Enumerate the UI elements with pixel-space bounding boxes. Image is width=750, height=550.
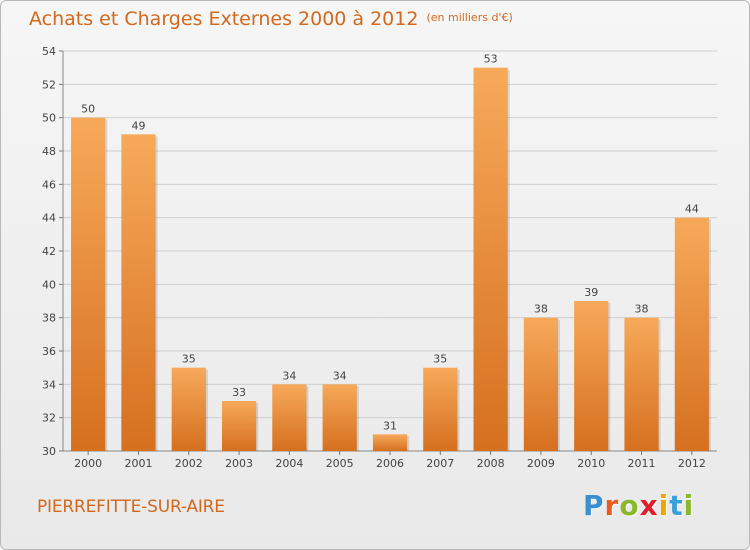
logo-letter: t [669, 489, 684, 522]
bar-value-label: 38 [635, 303, 649, 316]
y-tick-label: 42 [42, 245, 56, 258]
x-tick-label: 2008 [477, 457, 505, 470]
chart-title: Achats et Charges Externes 2000 à 2012 (e… [29, 8, 513, 30]
bar [71, 117, 106, 452]
bar-value-label: 53 [484, 53, 498, 66]
y-tick-label: 38 [42, 312, 56, 325]
y-tick-label: 44 [42, 212, 56, 225]
x-tick-label: 2003 [225, 457, 253, 470]
chart-title-text: Achats et Charges Externes 2000 à 2012 [29, 8, 419, 30]
bar [322, 384, 357, 451]
x-tick-label: 2001 [124, 457, 152, 470]
y-tick-label: 30 [42, 445, 56, 458]
y-tick-label: 40 [42, 278, 56, 291]
place-name: PIERREFITTE-SUR-AIRE [37, 497, 225, 517]
bar [574, 301, 609, 451]
x-tick-labels: 2000 2001 2002 2003 2004 2005 2006 2007 2008 2009… [74, 457, 706, 470]
data-labels: 50 49 35 33 34 34 31 35 53 38 39 38 44 [81, 53, 699, 433]
bar-value-label: 34 [333, 369, 347, 382]
y-tick-label: 46 [42, 178, 56, 191]
x-tick-label: 2012 [678, 457, 706, 470]
bar-value-label: 49 [131, 119, 145, 132]
bars [71, 67, 711, 452]
bar [523, 317, 559, 451]
bar [221, 401, 257, 451]
y-tick-labels: 30 32 34 36 38 40 42 44 46 48 50 52 54 [42, 45, 56, 458]
proxiti-logo: Proxiti [583, 489, 694, 522]
bar [423, 367, 458, 451]
x-tick-label: 2007 [426, 457, 454, 470]
x-tick-label: 2004 [275, 457, 303, 470]
bar-value-label: 35 [433, 353, 447, 366]
y-tick-label: 50 [42, 112, 56, 125]
bar-value-label: 38 [534, 303, 548, 316]
bar-value-label: 44 [685, 203, 699, 216]
x-tick-label: 2006 [376, 457, 404, 470]
y-tick-label: 34 [42, 378, 56, 391]
bar-value-label: 31 [383, 419, 397, 432]
logo-letter: P [583, 489, 605, 522]
axes [59, 50, 717, 455]
logo-letter: o [619, 489, 640, 522]
bar [372, 434, 408, 451]
logo-letter: i [658, 489, 670, 522]
bar [674, 217, 709, 451]
x-tick-label: 2002 [175, 457, 203, 470]
chart-unit-label: (en milliers d'€) [426, 11, 513, 24]
bar [272, 384, 307, 451]
bar-value-label: 50 [81, 103, 95, 116]
x-tick-label: 2010 [577, 457, 605, 470]
bar [171, 367, 206, 451]
bar-value-label: 33 [232, 386, 246, 399]
y-tick-label: 32 [42, 412, 56, 425]
logo-letter: i [683, 489, 695, 522]
x-tick-label: 2000 [74, 457, 102, 470]
bar [121, 134, 156, 452]
y-tick-label: 54 [42, 45, 56, 58]
logo-letter: r [604, 489, 620, 522]
logo-letter: x [639, 489, 659, 522]
bar-value-label: 35 [182, 353, 196, 366]
grid-lines [63, 50, 717, 452]
bar-value-label: 39 [584, 286, 598, 299]
x-tick-label: 2011 [628, 457, 656, 470]
y-tick-label: 48 [42, 145, 56, 158]
x-tick-label: 2009 [527, 457, 555, 470]
bar [473, 67, 508, 452]
bar [624, 317, 659, 451]
bar-value-label: 34 [282, 369, 296, 382]
y-tick-label: 36 [42, 345, 56, 358]
x-tick-label: 2005 [326, 457, 354, 470]
y-tick-label: 52 [42, 78, 56, 91]
